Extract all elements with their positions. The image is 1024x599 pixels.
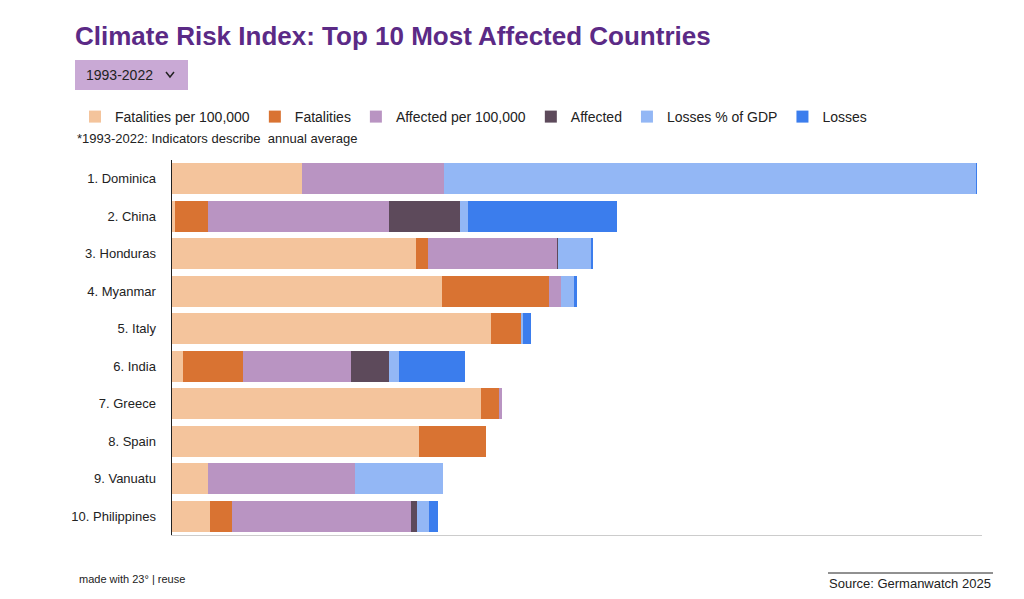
- svg-text:*1993-2022: Indicators describ: *1993-2022: Indicators describe annual a…: [77, 131, 357, 146]
- svg-text:Losses: Losses: [822, 109, 866, 125]
- svg-text:Fatalities: Fatalities: [295, 109, 351, 125]
- svg-text:Losses % of GDP: Losses % of GDP: [667, 109, 778, 125]
- svg-text:1. Dominica: 1. Dominica: [87, 171, 156, 186]
- svg-text:5. Italy: 5. Italy: [118, 321, 157, 336]
- svg-text:2. China: 2. China: [107, 209, 156, 224]
- svg-text:Climate Risk Index: Top 10 Mos: Climate Risk Index: Top 10 Most Affected…: [75, 21, 711, 51]
- svg-text:4. Myanmar: 4. Myanmar: [87, 284, 156, 299]
- svg-text:Affected: Affected: [571, 109, 622, 125]
- svg-text:10. Philippines: 10. Philippines: [71, 509, 156, 524]
- svg-text:Fatalities per 100,000: Fatalities per 100,000: [115, 109, 250, 125]
- svg-text:6. India: 6. India: [113, 359, 156, 374]
- svg-text:1993-2022: 1993-2022: [86, 67, 153, 83]
- svg-text:made with 23° | reuse: made with 23° | reuse: [79, 573, 185, 585]
- svg-text:9. Vanuatu: 9. Vanuatu: [94, 471, 156, 486]
- svg-text:3. Honduras: 3. Honduras: [85, 246, 156, 261]
- svg-text:7. Greece: 7. Greece: [99, 396, 156, 411]
- svg-text:Source: Germanwatch 2025: Source: Germanwatch 2025: [829, 576, 991, 591]
- svg-text:Affected per 100,000: Affected per 100,000: [396, 109, 526, 125]
- svg-text:8. Spain: 8. Spain: [108, 434, 156, 449]
